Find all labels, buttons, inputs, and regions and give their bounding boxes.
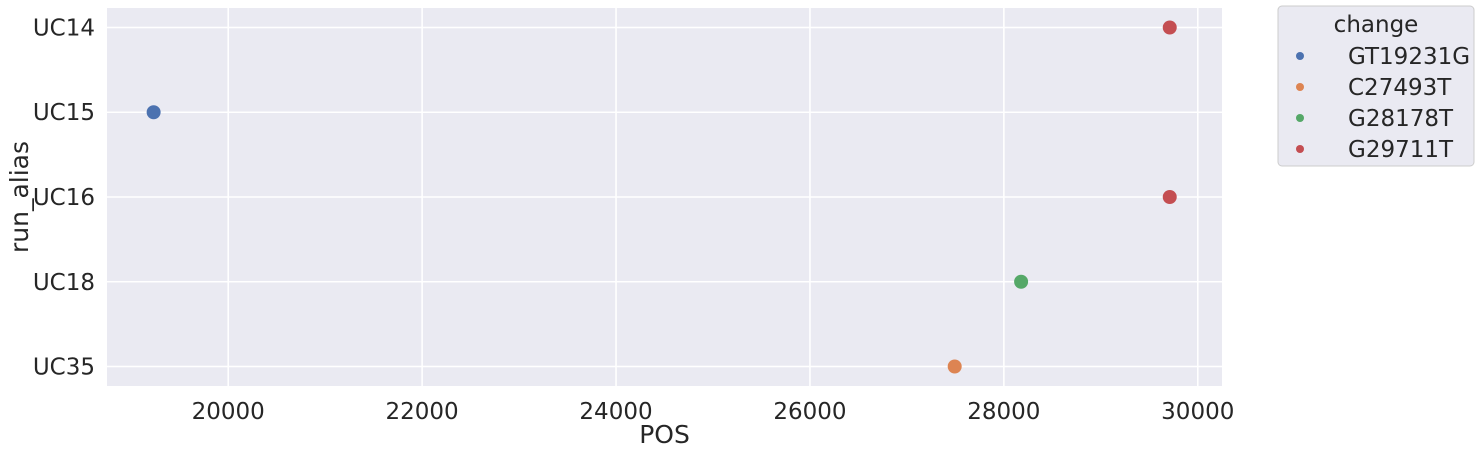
legend-marker: [1296, 52, 1304, 60]
scatter-point: [947, 359, 962, 374]
legend-marker: [1296, 83, 1304, 91]
x-tick-label: 20000: [192, 399, 265, 425]
x-tick-label: 22000: [386, 399, 459, 425]
y-axis-ticks: UC14 UC15 UC16 UC18 UC35: [33, 15, 95, 380]
x-tick-label: 30000: [1161, 399, 1234, 425]
x-axis-label: POS: [639, 420, 690, 449]
y-tick-label: UC15: [33, 100, 95, 126]
legend-box: [1277, 5, 1475, 167]
legend-marker: [1296, 145, 1304, 153]
legend: change GT19231G C27493T G28178T G29711T: [1277, 5, 1475, 167]
x-tick-label: 24000: [579, 399, 652, 425]
scatter-point: [1162, 20, 1177, 35]
legend-items: GT19231G C27493T G28178T G29711T: [1296, 44, 1470, 163]
legend-marker: [1296, 114, 1304, 122]
x-tick-label: 28000: [967, 399, 1040, 425]
legend-entry-label: GT19231G: [1348, 44, 1470, 70]
legend-entry-label: C27493T: [1348, 75, 1452, 101]
x-tick-label: 26000: [773, 399, 846, 425]
y-tick-label: UC14: [33, 15, 95, 41]
x-axis-ticks: 20000 22000 24000 26000 28000 30000: [192, 399, 1235, 425]
y-tick-label: UC16: [33, 185, 95, 211]
legend-entry-label: G29711T: [1348, 137, 1454, 163]
scatter-point: [146, 105, 161, 120]
data-points: [146, 20, 1177, 374]
scatter-point: [1162, 190, 1177, 204]
scatter-point: [1014, 274, 1029, 289]
grid-lines: [107, 8, 1222, 386]
y-axis-label: run_alias: [5, 141, 34, 253]
y-tick-label: UC35: [33, 355, 95, 381]
legend-entry-label: G28178T: [1348, 106, 1454, 132]
legend-title: change: [1334, 12, 1419, 38]
y-tick-label: UC18: [33, 270, 95, 296]
